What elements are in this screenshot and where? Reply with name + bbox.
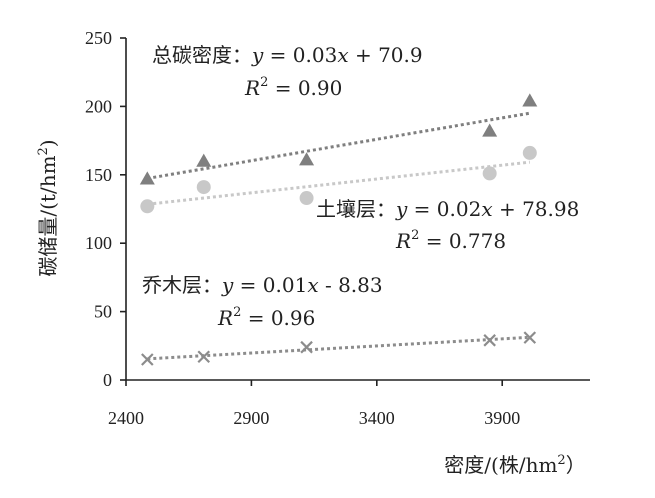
- x-tick-label: 2900: [233, 408, 269, 428]
- data-point-circle: [522, 145, 537, 160]
- equation-total: 总碳密度：y = 0.03x + 70.9: [152, 43, 423, 67]
- data-point-circle: [482, 166, 497, 181]
- y-tick-label: 50: [94, 302, 112, 322]
- data-point-triangle: [482, 123, 498, 137]
- annotation-tree: 乔木层：y = 0.01x - 8.83 R2 = 0.96: [142, 273, 383, 330]
- r2-total: R2 = 0.90: [244, 75, 342, 100]
- trendline-circle: [147, 160, 530, 206]
- data-point-circle: [140, 199, 155, 214]
- data-point-triangle: [522, 93, 538, 107]
- trendline-x: [147, 335, 530, 361]
- data-point-triangle: [139, 171, 155, 185]
- annotation-soil: 土壤层：y = 0.02x + 78.98 R2 = 0.778: [316, 197, 579, 253]
- data-point-x: [523, 331, 537, 344]
- data-point-circle: [196, 180, 211, 195]
- data-point-circle: [299, 191, 314, 206]
- equation-tree: 乔木层：y = 0.01x - 8.83: [142, 273, 383, 297]
- trendline-triangle: [147, 111, 531, 180]
- data-point-triangle: [299, 152, 315, 166]
- data-point-triangle: [196, 153, 212, 167]
- data-point-x: [300, 340, 313, 354]
- r2-tree: R2 = 0.96: [217, 305, 315, 330]
- data-point-x: [141, 353, 154, 366]
- annotation-total: 总碳密度：y = 0.03x + 70.9 R2 = 0.90: [152, 43, 423, 100]
- y-axis-label: 碳储量/(t/hm2): [36, 139, 60, 276]
- y-tick-label: 0: [103, 370, 112, 390]
- y-tick-label: 100: [85, 233, 112, 253]
- y-tick-label: 200: [85, 96, 112, 116]
- data-point-x: [483, 334, 496, 347]
- x-axis-label: 密度/(株/hm2）: [444, 453, 585, 477]
- x-tick-label: 3900: [484, 408, 520, 428]
- y-tick-label: 250: [85, 28, 112, 48]
- y-tick-label: 150: [85, 165, 112, 185]
- data-point-x: [197, 350, 211, 364]
- x-tick-label: 2400: [108, 408, 144, 428]
- x-tick-label: 3400: [359, 408, 395, 428]
- equation-soil: 土壤层：y = 0.02x + 78.98: [316, 197, 579, 221]
- r2-soil: R2 = 0.778: [395, 228, 506, 253]
- plot-area: 0 50 100 150 200 250 2400 2900 3400 3900: [85, 28, 590, 428]
